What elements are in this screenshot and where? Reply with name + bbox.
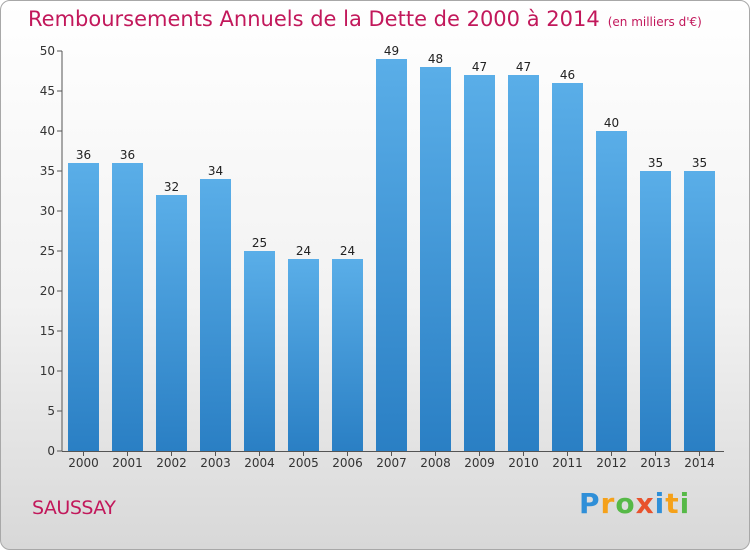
chart-title-text: Remboursements Annuels de la Dette de 20… <box>28 7 600 31</box>
bar-2005 <box>288 259 319 451</box>
y-tick-label: 35 <box>40 164 55 178</box>
bar-2009 <box>464 75 495 451</box>
bar-value-label: 32 <box>164 180 179 194</box>
y-tick-label: 40 <box>40 124 55 138</box>
bar-2001 <box>112 163 143 451</box>
x-axis: 2000 2001 2002 2003 2004 2005 2006 2007 2008 2009… <box>62 451 724 470</box>
x-tick-label: 2000 <box>68 456 99 470</box>
bar-2006 <box>332 259 363 451</box>
x-tick-label: 2003 <box>200 456 231 470</box>
bar-2010 <box>508 75 539 451</box>
bar-value-label: 40 <box>604 116 619 130</box>
bar-2002 <box>156 195 187 451</box>
y-tick-label: 15 <box>40 324 55 338</box>
x-tick-label: 2002 <box>156 456 187 470</box>
bar-value-label: 47 <box>472 60 487 74</box>
proxiti-logo: Proxiti <box>579 487 691 520</box>
x-tick-label: 2007 <box>376 456 407 470</box>
chart-unit: (en milliers d'€) <box>607 15 702 29</box>
x-tick-label: 2010 <box>508 456 539 470</box>
x-tick-label: 2005 <box>288 456 319 470</box>
bar-value-label: 36 <box>120 148 135 162</box>
y-tick-label: 0 <box>47 444 55 458</box>
bar-value-label: 35 <box>648 156 663 170</box>
x-tick-label: 2001 <box>112 456 143 470</box>
bar-value-label: 47 <box>516 60 531 74</box>
bar-value-label: 25 <box>252 236 267 250</box>
y-tick-label: 45 <box>40 84 55 98</box>
x-tick-label: 2004 <box>244 456 275 470</box>
bar-value-label: 35 <box>692 156 707 170</box>
bar-value-label: 46 <box>560 68 575 82</box>
y-tick-label: 50 <box>40 44 55 58</box>
bar-2003 <box>200 179 231 451</box>
bar-2012 <box>596 131 627 451</box>
x-tick-label: 2008 <box>420 456 451 470</box>
bar-2011 <box>552 83 583 451</box>
x-tick-label: 2011 <box>552 456 583 470</box>
bar-value-label: 34 <box>208 164 223 178</box>
bar-value-label: 48 <box>428 52 443 66</box>
y-tick-label: 5 <box>47 404 55 418</box>
bar-2013 <box>640 171 671 451</box>
bar-2000 <box>68 163 99 451</box>
x-tick-label: 2013 <box>640 456 671 470</box>
bar-2014 <box>684 171 715 451</box>
bar-2004 <box>244 251 275 451</box>
bar-2008 <box>420 67 451 451</box>
x-tick-label: 2014 <box>684 456 715 470</box>
y-tick-label: 20 <box>40 284 55 298</box>
bar-value-label: 36 <box>76 148 91 162</box>
y-tick-label: 30 <box>40 204 55 218</box>
y-axis: 0 5 10 15 20 25 30 35 40 45 50 <box>40 44 63 458</box>
x-tick-label: 2006 <box>332 456 363 470</box>
x-tick-label: 2009 <box>464 456 495 470</box>
bar-value-label: 49 <box>384 44 399 58</box>
bar-value-label: 24 <box>340 244 355 258</box>
y-tick-label: 10 <box>40 364 55 378</box>
bar-2007 <box>376 59 407 451</box>
chart-title: Remboursements Annuels de la Dette de 20… <box>28 7 702 31</box>
bar-value-label: 24 <box>296 244 311 258</box>
y-tick-label: 25 <box>40 244 55 258</box>
x-tick-label: 2012 <box>596 456 627 470</box>
bars: 36 36 32 34 25 24 24 49 48 47 47 46 40 35 35 <box>68 44 715 451</box>
commune-name: SAUSSAY <box>32 497 116 519</box>
